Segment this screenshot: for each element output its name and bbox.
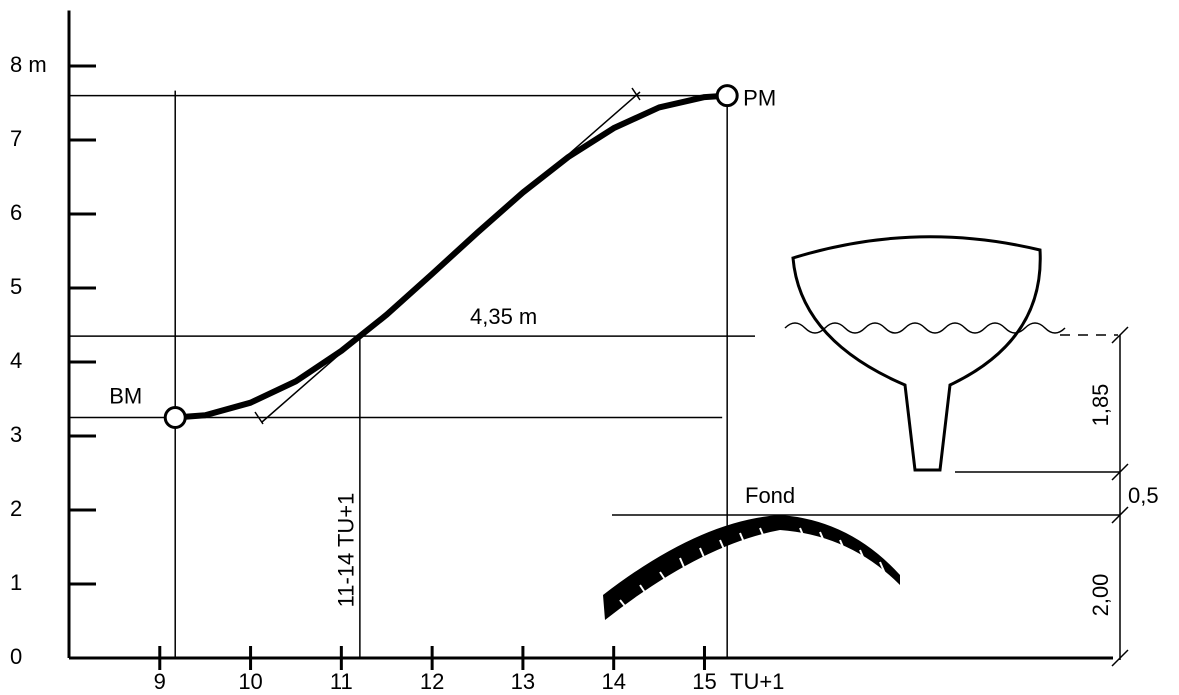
y-tick-label: 6 <box>10 200 22 225</box>
x-tick-label: 11 <box>330 669 353 694</box>
seabed <box>603 515 900 620</box>
x-tick-label: 15 <box>692 669 716 694</box>
x-tick-label: 12 <box>420 669 444 694</box>
y-tick-label: 4 <box>10 348 22 373</box>
bottom-label: Fond <box>745 483 795 508</box>
water-surface <box>784 322 1066 334</box>
x-tick-label: 14 <box>601 669 625 694</box>
y-tick-label: 2 <box>10 496 22 521</box>
high-water-label: PM <box>743 85 776 110</box>
high-water-point <box>715 84 739 108</box>
low-water-label: BM <box>109 383 142 408</box>
y-tick-label: 0 <box>10 644 22 669</box>
x-tick-label: 10 <box>238 669 262 694</box>
seabed-hatch <box>619 527 887 611</box>
y-tick-label: 7 <box>10 126 22 151</box>
dimension-label: 1,85 <box>1088 384 1113 427</box>
dimension-label: 2,00 <box>1088 574 1113 617</box>
dimension-ticks <box>1111 326 1129 667</box>
y-tick-label: 3 <box>10 422 22 447</box>
y-tick-label: 5 <box>10 274 22 299</box>
x-tick-label: 13 <box>511 669 535 694</box>
height-label: 4,35 m <box>470 304 537 329</box>
x-tick-label: 9 <box>154 669 166 694</box>
y-tick-label: 8 m <box>10 52 47 77</box>
x-axis-label: TU+1 <box>730 669 784 694</box>
low-water-point <box>163 406 187 429</box>
y-tick-label: 1 <box>10 570 22 595</box>
tide-curve <box>174 92 728 421</box>
boat <box>791 235 1042 472</box>
time-label: 11-14 TU+1 <box>334 493 359 608</box>
dimension-label: 0,5 <box>1128 483 1159 508</box>
